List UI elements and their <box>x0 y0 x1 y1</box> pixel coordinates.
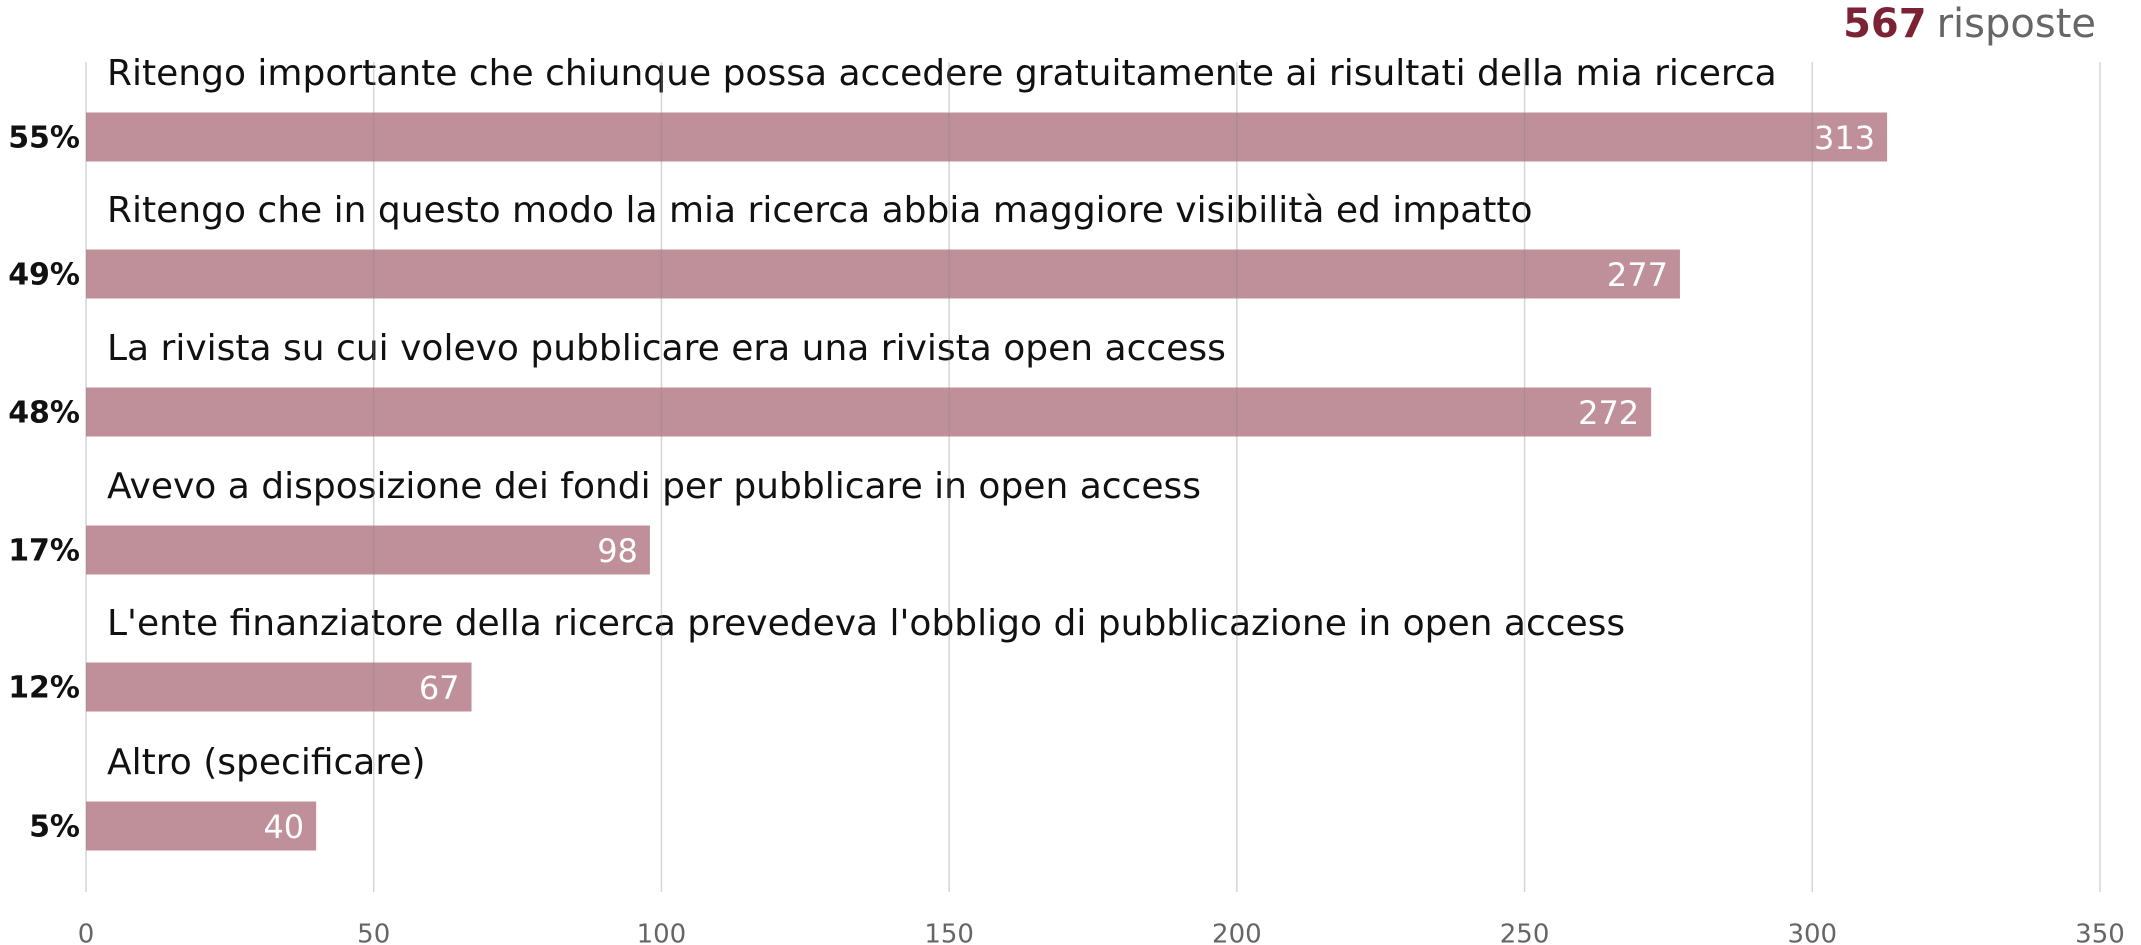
x-tick-label: 250 <box>1500 920 1550 945</box>
percentage-label: 55% <box>8 121 80 156</box>
x-tick-label: 100 <box>637 920 687 945</box>
bar <box>86 525 650 575</box>
percentage-label: 48% <box>8 396 80 431</box>
bar <box>86 662 472 712</box>
category-label: Ritengo importante che chiunque possa ac… <box>107 53 1777 94</box>
response-count: 567 risposte <box>1843 1 2096 47</box>
value-label: 67 <box>419 669 460 707</box>
bar <box>86 801 317 851</box>
bar <box>86 249 1680 299</box>
value-label: 313 <box>1814 119 1875 157</box>
x-tick-label: 0 <box>78 920 95 945</box>
total-label: risposte <box>1937 1 2096 47</box>
percentage-label: 12% <box>8 671 80 706</box>
x-tick-label: 50 <box>357 920 390 945</box>
x-tick-label: 150 <box>924 920 974 945</box>
category-label: Avevo a disposizione dei fondi per pubbl… <box>107 466 1201 507</box>
category-label: L'ente finanziatore della ricerca preved… <box>107 603 1625 644</box>
total: 567 <box>1843 1 1927 47</box>
value-label: 98 <box>597 532 638 570</box>
bar <box>86 112 1888 162</box>
category-label: Altro (specificare) <box>107 742 426 783</box>
category-label: La rivista su cui volevo pubblicare era … <box>107 328 1226 369</box>
x-tick-label: 200 <box>1212 920 1262 945</box>
value-label: 40 <box>263 808 304 846</box>
percentage-label: 17% <box>8 534 80 569</box>
x-tick-label: 300 <box>1787 920 1837 945</box>
value-label: 277 <box>1607 256 1668 294</box>
value-label: 272 <box>1578 394 1639 432</box>
percentage-label: 49% <box>8 258 80 293</box>
bar <box>86 387 1652 437</box>
category-label: Ritengo che in questo modo la mia ricerc… <box>107 190 1533 231</box>
x-tick-label: 350 <box>2075 920 2125 945</box>
percentage-label: 5% <box>29 810 80 845</box>
